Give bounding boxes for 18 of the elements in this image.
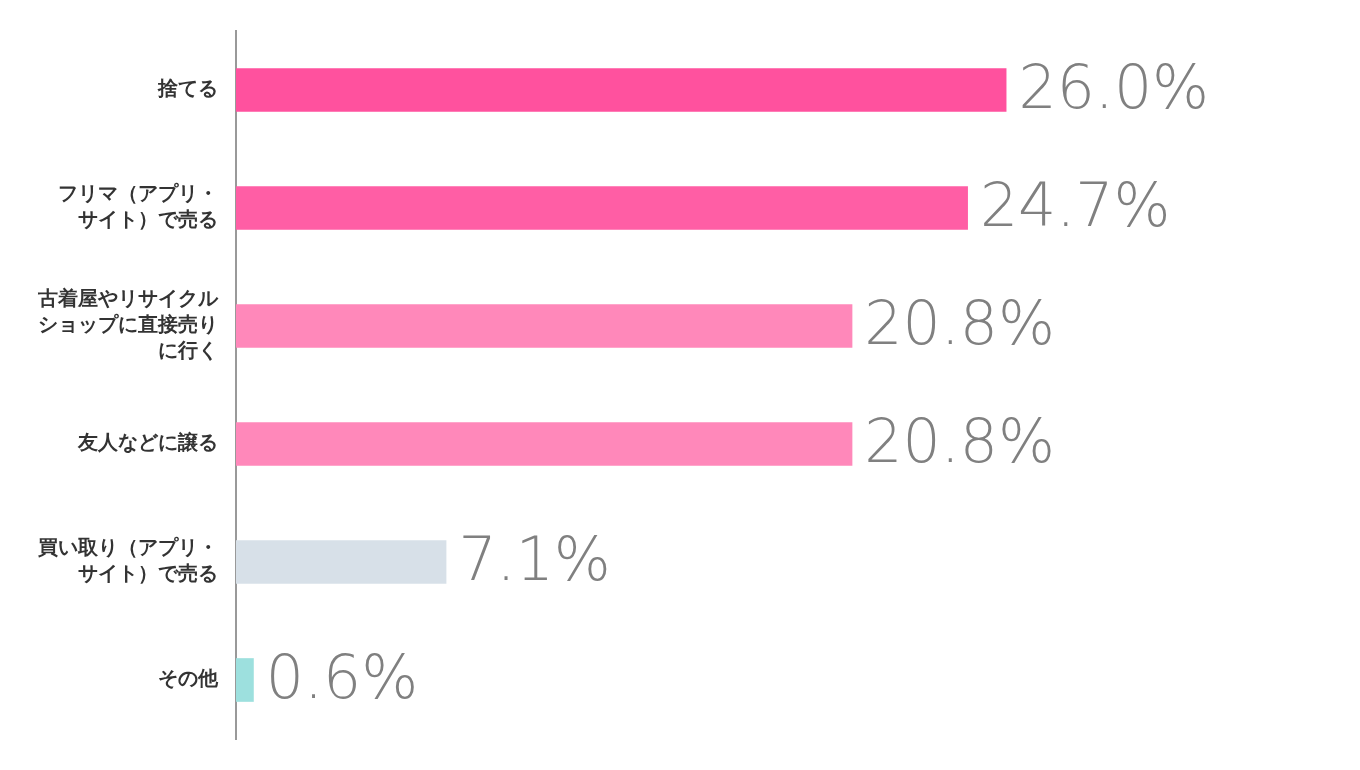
data-label: 24.7% <box>979 169 1171 240</box>
bar <box>236 422 853 466</box>
data-label: 20.8% <box>864 405 1055 476</box>
bar <box>236 68 1007 112</box>
y-tick-label: フリマ（アプリ・サイト）で売る <box>58 181 218 232</box>
y-tick-label: 買い取り（アプリ・サイト）で売る <box>37 535 218 586</box>
data-label: 20.8% <box>864 287 1055 358</box>
data-label: 0.6% <box>265 641 419 712</box>
data-label: 7.1% <box>458 523 611 594</box>
bar <box>236 304 853 348</box>
bar <box>236 658 254 702</box>
data-label: 26.0% <box>1018 51 1210 122</box>
bar <box>236 186 968 230</box>
bar <box>236 540 447 584</box>
y-tick-label: 友人などに譲る <box>77 430 218 455</box>
y-tick-label: 捨てる <box>157 76 218 101</box>
y-tick-label: 古着屋やリサイクルショップに直接売りに行く <box>37 286 219 363</box>
y-tick-label: その他 <box>158 666 219 691</box>
